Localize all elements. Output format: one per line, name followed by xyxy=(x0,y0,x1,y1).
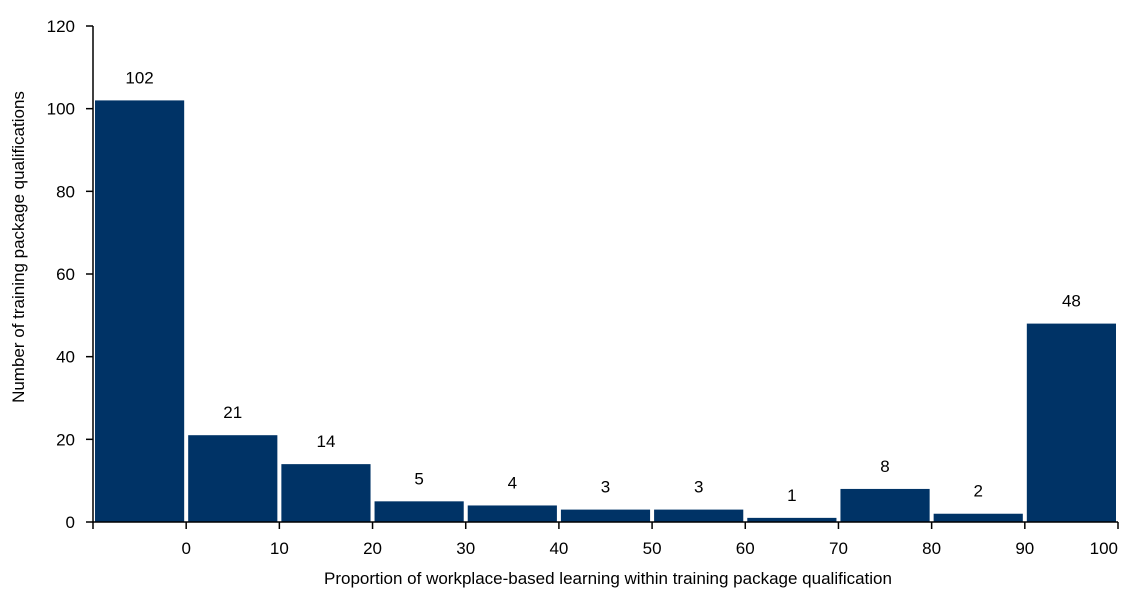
bar xyxy=(374,501,464,522)
y-axis-ticks: 0 20 40 60 80 100 120 xyxy=(47,17,93,532)
data-labels-group: 102 21 14 5 4 3 3 1 8 2 48 xyxy=(125,68,1080,504)
bar xyxy=(188,435,278,522)
bar-value-label: 3 xyxy=(694,478,703,497)
x-tick-label: 0 xyxy=(181,539,190,558)
x-tick-label: 60 xyxy=(736,539,755,558)
x-tick-label: 90 xyxy=(1015,539,1034,558)
bar-value-label: 2 xyxy=(973,482,982,501)
bar xyxy=(1026,323,1116,522)
bar-value-label: 102 xyxy=(125,68,153,87)
bar xyxy=(560,509,651,522)
bar xyxy=(747,517,837,522)
x-tick-label: 30 xyxy=(456,539,475,558)
x-tick-label: 50 xyxy=(643,539,662,558)
x-tick-label: 40 xyxy=(549,539,568,558)
bar xyxy=(933,513,1023,522)
bar xyxy=(95,100,185,523)
y-tick-label: 40 xyxy=(56,348,75,367)
bars-group xyxy=(95,100,1116,523)
bar-value-label: 4 xyxy=(508,473,517,492)
x-axis-title: Proportion of workplace-based learning w… xyxy=(324,569,892,588)
x-tick-label: 20 xyxy=(363,539,382,558)
bar xyxy=(281,464,371,522)
y-tick-label: 60 xyxy=(56,265,75,284)
y-tick-label: 80 xyxy=(56,182,75,201)
bar-value-label: 8 xyxy=(880,457,889,476)
bar-value-label: 21 xyxy=(223,403,242,422)
bar xyxy=(467,505,557,522)
bar-value-label: 1 xyxy=(787,486,796,505)
y-tick-label: 100 xyxy=(47,100,75,119)
x-tick-label: 70 xyxy=(829,539,848,558)
x-axis-ticks: 0 10 20 30 40 50 60 70 80 90 100 xyxy=(92,522,1119,558)
bar-value-label: 3 xyxy=(601,478,610,497)
y-tick-label: 120 xyxy=(47,17,75,36)
bar xyxy=(840,488,930,522)
bar xyxy=(654,509,744,522)
bar-value-label: 48 xyxy=(1062,292,1081,311)
y-axis-title: Number of training package qualification… xyxy=(9,91,28,403)
y-tick-label: 0 xyxy=(66,513,75,532)
x-tick-label: 10 xyxy=(270,539,289,558)
y-tick-label: 20 xyxy=(56,430,75,449)
x-tick-label: 80 xyxy=(922,539,941,558)
x-tick-label: 100 xyxy=(1090,539,1118,558)
bar-value-label: 14 xyxy=(316,432,335,451)
bar-value-label: 5 xyxy=(414,469,423,488)
